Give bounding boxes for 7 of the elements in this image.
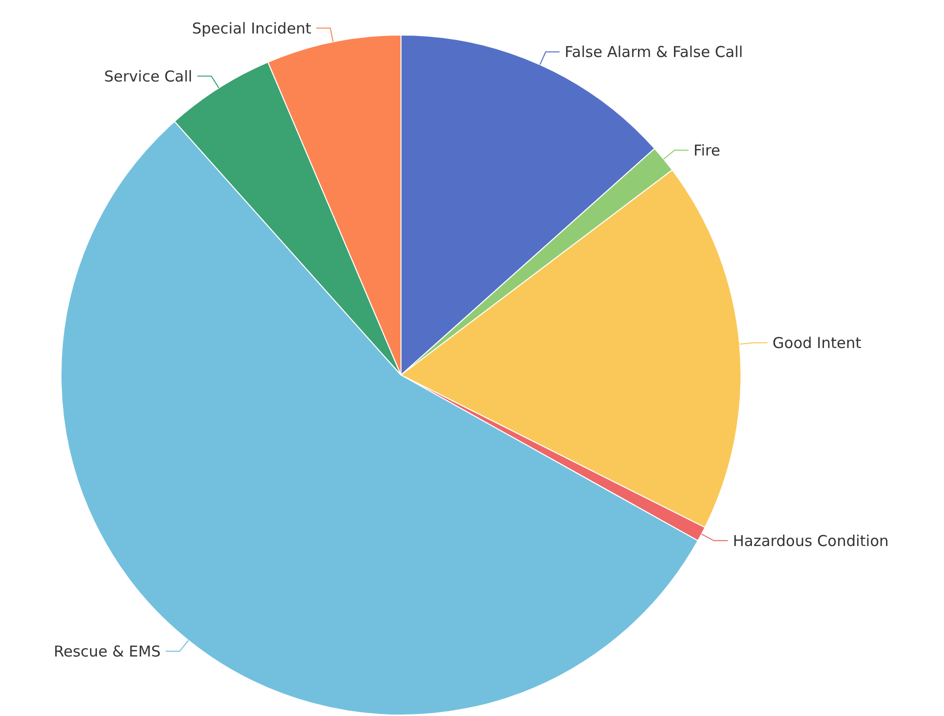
slice-label: Good Intent [772,334,862,352]
slice-label: False Alarm & False Call [564,43,743,62]
slice-label: Rescue & EMS [54,642,161,661]
slice-label: Service Call [104,67,192,86]
slice-label: Hazardous Condition [732,532,889,550]
slice-label: Fire [693,141,720,160]
slice-label: Special Incident [192,19,312,38]
